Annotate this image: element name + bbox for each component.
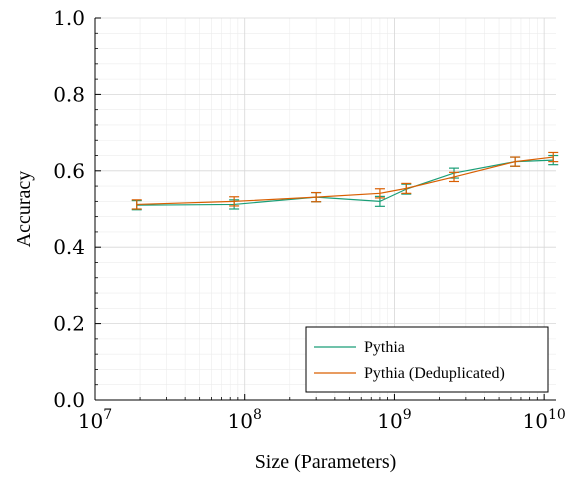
series-line-0 bbox=[136, 159, 554, 206]
series-line-1 bbox=[136, 156, 554, 206]
y-tick-label: 0.0 bbox=[53, 388, 85, 412]
y-tick-label: 0.4 bbox=[53, 235, 85, 259]
legend-label-pythia-deduplicated: Pythia (Deduplicated) bbox=[364, 365, 505, 382]
error-bar bbox=[131, 199, 142, 210]
error-bar bbox=[548, 151, 559, 163]
y-tick-label: 1.0 bbox=[53, 6, 85, 30]
y-tick-label: 0.2 bbox=[53, 312, 85, 336]
y-tick-label: 0.6 bbox=[53, 159, 85, 183]
series-layer bbox=[131, 151, 559, 211]
error-bar bbox=[510, 156, 521, 167]
x-tick-label: 109 bbox=[377, 407, 411, 433]
legend: Pythia Pythia (Deduplicated) bbox=[305, 326, 549, 393]
x-axis-title: Size (Parameters) bbox=[255, 451, 397, 473]
x-tick-label: 108 bbox=[228, 407, 262, 433]
legend-label-pythia: Pythia bbox=[364, 339, 405, 356]
error-bar bbox=[229, 196, 240, 207]
error-bar bbox=[311, 191, 322, 203]
error-bar bbox=[401, 182, 412, 194]
y-axis-title: Accuracy bbox=[13, 171, 35, 248]
error-bar bbox=[449, 171, 460, 183]
x-tick-label: 1010 bbox=[523, 407, 566, 433]
error-bar bbox=[374, 188, 385, 199]
x-tick-label: 107 bbox=[78, 407, 112, 433]
legend-box bbox=[305, 326, 549, 393]
y-tick-label: 0.8 bbox=[53, 82, 85, 106]
axes: 0.0 0.2 0.4 0.6 0.8 1.0 107 108 109 1010 bbox=[53, 6, 566, 433]
